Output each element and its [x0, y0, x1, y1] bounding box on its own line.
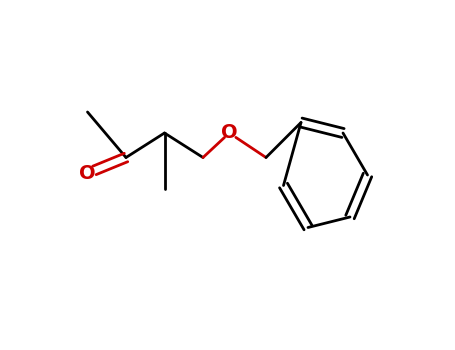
Text: O: O — [221, 124, 238, 142]
Text: O: O — [79, 164, 96, 183]
